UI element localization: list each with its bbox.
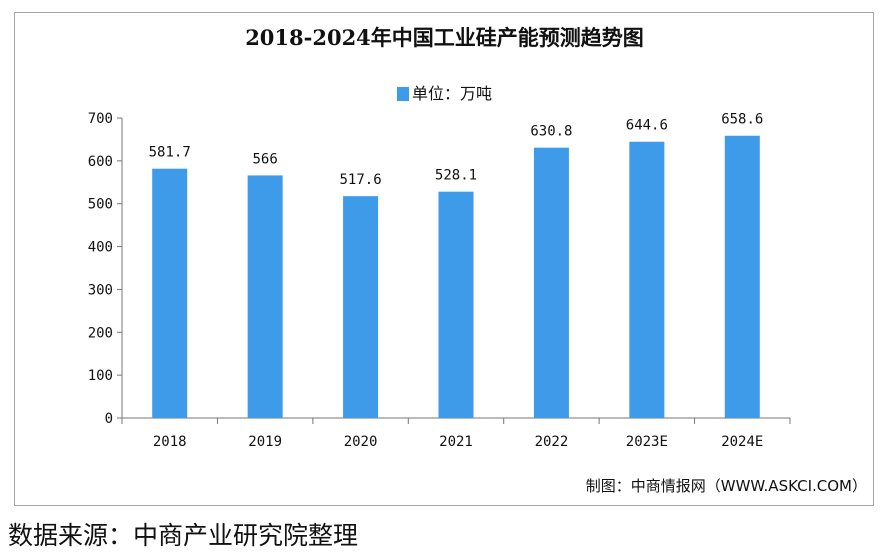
x-tick-label: 2024E	[721, 434, 763, 450]
bar	[343, 196, 379, 418]
bar	[152, 168, 188, 418]
y-tick-label: 0	[105, 411, 113, 427]
data-label: 581.7	[149, 145, 191, 161]
data-source: 数据来源：中商产业研究院整理	[8, 521, 359, 550]
bar	[533, 147, 569, 418]
x-tick-label: 2022	[535, 434, 569, 450]
x-tick-label: 2020	[344, 434, 378, 450]
y-tick-label: 600	[88, 154, 113, 170]
bar	[724, 135, 760, 418]
bar	[247, 175, 283, 418]
legend-label: 单位：万吨	[411, 84, 492, 103]
legend-swatch	[396, 87, 409, 101]
bar	[629, 141, 665, 418]
x-tick-label: 2023E	[626, 434, 668, 450]
data-label: 630.8	[530, 124, 572, 140]
data-label: 566	[252, 151, 277, 167]
y-tick-label: 700	[88, 111, 113, 127]
data-label: 658.6	[721, 112, 763, 128]
y-tick-label: 400	[88, 240, 113, 256]
y-tick-label: 200	[88, 325, 113, 341]
data-label: 517.6	[339, 172, 381, 188]
x-tick-label: 2019	[248, 434, 282, 450]
x-tick-label: 2021	[439, 434, 473, 450]
y-tick-label: 100	[88, 368, 113, 384]
data-label: 644.6	[626, 118, 668, 134]
chart-title: 2018-2024年中国工业硅产能预测趋势图	[245, 25, 644, 50]
data-label: 528.1	[435, 168, 477, 184]
legend: 单位：万吨	[0, 80, 889, 104]
y-tick-label: 300	[88, 282, 113, 298]
chart-credit: 制图：中商情报网（WWW.ASKCI.COM）	[585, 477, 867, 495]
bar	[438, 191, 474, 418]
y-tick-label: 500	[88, 197, 113, 213]
x-tick-label: 2018	[153, 434, 187, 450]
